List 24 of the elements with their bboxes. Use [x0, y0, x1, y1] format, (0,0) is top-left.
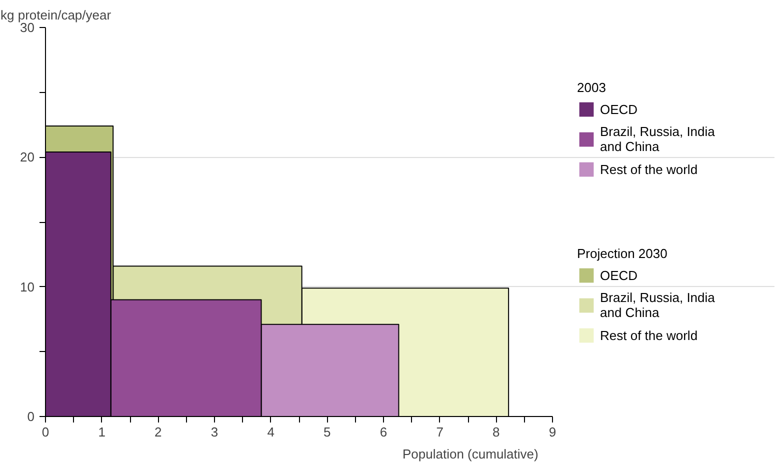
x-tick-label: 4	[267, 424, 274, 440]
legend-label: Rest of the world	[600, 162, 698, 176]
y-tick-label: 20	[20, 150, 35, 165]
x-tick-label: 9	[548, 424, 556, 440]
legend-label: Rest of the world	[600, 328, 698, 342]
y-tick-label: 10	[20, 279, 35, 294]
x-axis-title: Population (cumulative)	[402, 446, 538, 462]
x-tick-label: 3	[210, 424, 218, 440]
x-tick-label: 7	[436, 424, 444, 440]
y-tick-label: 30	[20, 20, 35, 35]
x-tick-label: 5	[324, 424, 331, 440]
y-tick-label: 0	[27, 409, 35, 424]
x-tick-label: 6	[380, 424, 388, 440]
x-tick-label: 2	[154, 424, 162, 440]
text: Projection 2030	[577, 246, 668, 261]
x-tick-label: 1	[98, 424, 106, 440]
legend-label: Brazil, Russia, India and China	[600, 124, 715, 154]
x-tick-label: 0	[42, 424, 50, 440]
y-axis-title: kg protein/cap/year	[0, 8, 112, 22]
x-tick-label: 8	[492, 424, 500, 440]
text: 2003	[577, 80, 607, 95]
legend-label: Brazil, Russia, India and China	[600, 290, 715, 320]
legend-label: OECD	[600, 102, 638, 116]
legend-label: OECD	[600, 268, 638, 282]
